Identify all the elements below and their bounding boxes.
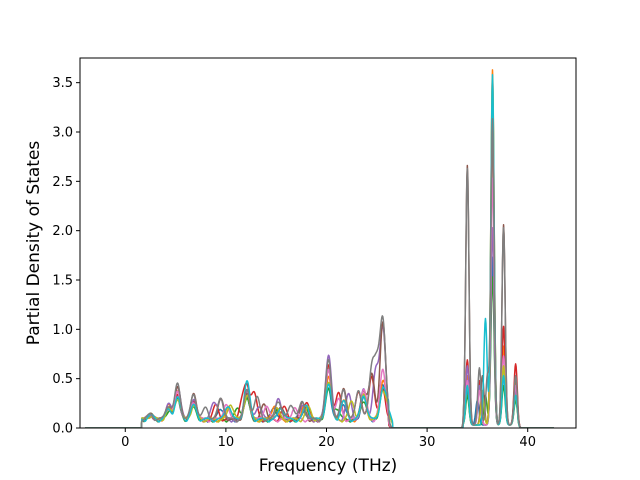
x-axis-label: Frequency (THz) bbox=[259, 456, 398, 476]
y-tick-label: 0.0 bbox=[52, 422, 73, 437]
x-tick-label: 40 bbox=[519, 435, 536, 450]
x-tick-label: 20 bbox=[318, 435, 335, 450]
y-tick-label: 0.5 bbox=[52, 372, 73, 387]
y-ticks: 0.0 0.5 1.0 1.5 2.0 2.5 3.0 3.5 bbox=[52, 76, 80, 437]
y-tick-label: 3.0 bbox=[52, 126, 73, 141]
series-line bbox=[84, 74, 555, 428]
series-line bbox=[84, 118, 555, 428]
series-layer bbox=[84, 69, 555, 428]
y-tick-label: 2.0 bbox=[52, 224, 73, 239]
plot-frame bbox=[79, 57, 577, 429]
x-ticks: 0 10 20 30 40 bbox=[121, 428, 536, 450]
y-tick-label: 1.5 bbox=[52, 274, 73, 289]
x-tick-label: 30 bbox=[419, 435, 436, 450]
y-tick-label: 3.5 bbox=[52, 76, 73, 91]
x-tick-label: 0 bbox=[121, 435, 129, 450]
x-tick-label: 10 bbox=[218, 435, 235, 450]
y-tick-label: 2.5 bbox=[52, 175, 73, 190]
y-axis-label: Partial Density of States bbox=[24, 141, 44, 346]
y-tick-label: 1.0 bbox=[52, 323, 73, 338]
